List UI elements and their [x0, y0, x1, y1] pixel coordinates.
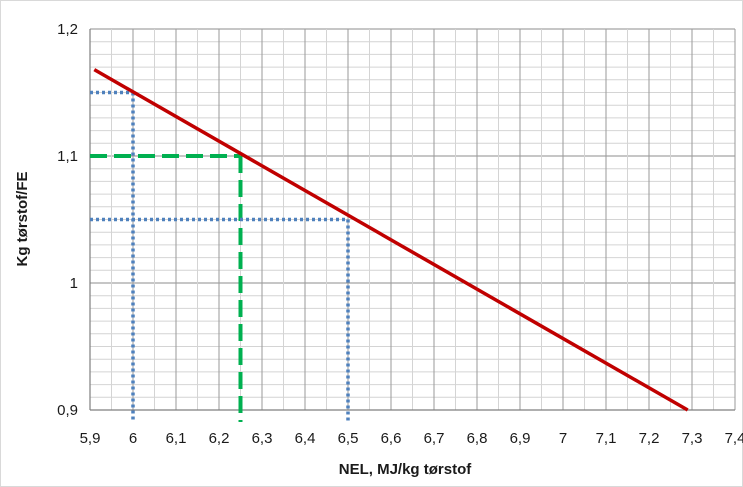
x-tick-label: 7,3	[682, 430, 703, 447]
y-axis-title: Kg tørstof/FE	[14, 172, 31, 267]
x-tick-label: 6,9	[510, 430, 531, 447]
y-tick-label: 1,2	[57, 21, 78, 38]
x-tick-label: 7,1	[596, 430, 617, 447]
y-tick-labels: 0,9 1 1,1 1,2	[57, 21, 78, 419]
y-tick-label: 1,1	[57, 148, 78, 165]
x-tick-label: 6,7	[424, 430, 445, 447]
x-tick-labels: 5,9 6 6,1 6,2 6,3 6,4 6,5 6,6 6,7 6,8 6,9 7 7,1 7,2 7,…	[80, 430, 743, 447]
x-tick-label: 6,5	[338, 430, 359, 447]
x-tick-label: 7,4	[725, 430, 743, 447]
series	[93, 68, 689, 412]
x-tick-label: 6,4	[295, 430, 316, 447]
x-tick-label: 6,1	[166, 430, 187, 447]
x-tick-label: 6,8	[467, 430, 488, 447]
x-tick-label: 6,6	[381, 430, 402, 447]
x-tick-label: 7	[559, 430, 567, 447]
x-tick-label: 6	[129, 430, 137, 447]
y-tick-label: 0,9	[57, 402, 78, 419]
x-tick-label: 5,9	[80, 430, 101, 447]
x-tick-label: 6,3	[252, 430, 273, 447]
x-tick-label: 7,2	[639, 430, 660, 447]
x-tick-label: 6,2	[209, 430, 230, 447]
series-line	[93, 68, 689, 412]
guide-lines	[90, 90, 350, 422]
x-axis-title: NEL, MJ/kg tørstof	[339, 461, 473, 478]
y-tick-label: 1	[70, 275, 78, 292]
